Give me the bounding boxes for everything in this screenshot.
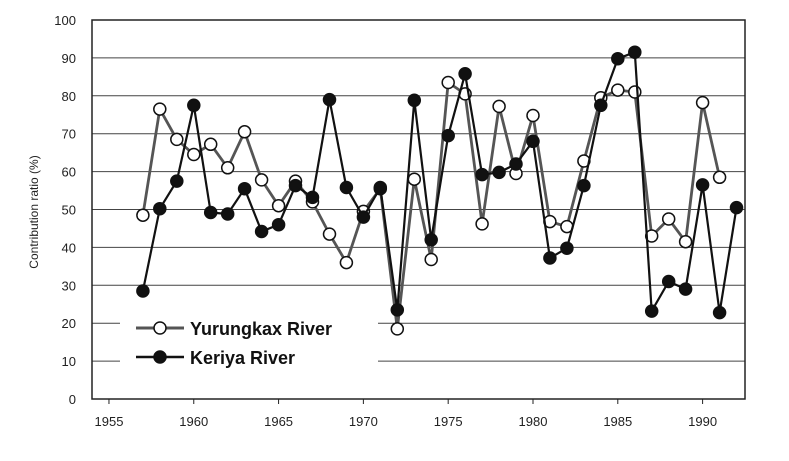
data-point-yurungkax-1974	[424, 252, 438, 267]
data-point-keriya-1965	[271, 217, 286, 232]
data-point-keriya-1968	[322, 92, 337, 107]
data-point-yurungkax-1985	[611, 83, 625, 97]
x-tick-label-1970: 1970	[349, 414, 378, 429]
y-tick-label-60: 60	[62, 165, 76, 180]
tick-labels: 0 10 20 30 40 50 60 70 80 90 100 1955 1960 1965 1970 19…	[54, 13, 717, 429]
data-point-keriya-1961	[203, 205, 218, 220]
data-point-yurungkax-1975	[441, 75, 455, 90]
data-point-keriya-1990	[695, 178, 710, 192]
x-tick-label-1990: 1990	[688, 414, 717, 429]
data-point-yurungkax-1958	[153, 102, 167, 116]
data-point-yurungkax-1978	[492, 99, 506, 114]
x-tick-label-1975: 1975	[434, 414, 463, 429]
y-tick-label-40: 40	[62, 240, 76, 255]
x-tick-label-1960: 1960	[179, 414, 208, 429]
data-point-keriya-1978	[492, 165, 506, 180]
data-point-yurungkax-1973	[407, 172, 422, 186]
data-point-keriya-1958	[153, 201, 167, 216]
data-point-yurungkax-1960	[187, 147, 201, 162]
plot-frame	[91, 19, 746, 400]
data-point-keriya-1992	[729, 200, 744, 215]
x-tick-label-1985: 1985	[603, 414, 632, 429]
data-point-keriya-1964	[254, 224, 269, 239]
series-layer	[136, 45, 744, 336]
legend-entry-keriya: Keriya River	[136, 348, 295, 368]
data-point-keriya-1986	[628, 45, 642, 59]
y-tick-label-100: 100	[54, 13, 76, 28]
x-tick-label-1980: 1980	[519, 414, 548, 429]
data-point-keriya-1976	[458, 67, 472, 81]
data-point-yurungkax-1969	[339, 255, 354, 270]
data-point-yurungkax-1990	[695, 95, 710, 110]
data-point-keriya-1972	[390, 303, 405, 317]
y-tick-label-30: 30	[62, 278, 76, 293]
data-point-yurungkax-1959	[170, 132, 184, 147]
data-point-keriya-1991	[712, 305, 727, 320]
data-point-keriya-1973	[407, 93, 422, 108]
legend-marker-yurungkax	[153, 321, 167, 335]
data-point-keriya-1985	[611, 51, 625, 66]
data-point-keriya-1982	[560, 241, 574, 255]
data-point-yurungkax-1963	[237, 125, 252, 139]
data-point-yurungkax-1977	[475, 217, 489, 231]
data-point-keriya-1971	[373, 180, 388, 195]
data-point-yurungkax-1965	[271, 198, 286, 213]
data-point-keriya-1975	[441, 128, 455, 143]
legend-label-yurungkax: Yurungkax River	[190, 319, 332, 339]
data-point-keriya-1974	[424, 233, 438, 247]
y-tick-label-50: 50	[62, 203, 76, 218]
series-keriya	[136, 45, 744, 320]
data-point-keriya-1966	[288, 178, 303, 193]
data-point-keriya-1989	[678, 282, 693, 296]
data-point-keriya-1969	[339, 180, 354, 195]
legend-label-keriya: Keriya River	[190, 348, 295, 368]
data-point-keriya-1987	[644, 304, 659, 318]
y-tick-label-70: 70	[62, 127, 76, 142]
data-point-keriya-1983	[577, 178, 591, 193]
data-point-keriya-1960	[187, 98, 201, 113]
data-point-yurungkax-1986	[628, 85, 642, 99]
data-point-keriya-1970	[356, 210, 371, 224]
data-point-yurungkax-1972	[390, 322, 405, 336]
data-point-keriya-1962	[220, 207, 235, 221]
data-point-keriya-1980	[526, 134, 540, 149]
data-point-keriya-1957	[136, 284, 150, 298]
data-point-keriya-1979	[509, 157, 523, 171]
y-tick-label-90: 90	[62, 51, 76, 66]
x-tick-label-1955: 1955	[95, 414, 124, 429]
y-tick-label-80: 80	[62, 89, 76, 104]
data-point-yurungkax-1968	[322, 227, 337, 241]
data-point-yurungkax-1980	[526, 108, 540, 123]
data-point-keriya-1963	[237, 181, 252, 196]
data-point-keriya-1977	[475, 167, 489, 182]
data-point-yurungkax-1964	[254, 173, 269, 187]
data-point-yurungkax-1961	[203, 137, 218, 152]
data-point-yurungkax-1988	[661, 212, 676, 226]
y-tick-label-0: 0	[69, 392, 76, 407]
legend: Yurungkax River Keriya River	[120, 312, 378, 374]
data-point-keriya-1959	[170, 174, 184, 188]
y-tick-label-10: 10	[62, 354, 76, 369]
data-point-yurungkax-1991	[712, 170, 727, 185]
legend-entry-yurungkax: Yurungkax River	[136, 319, 332, 339]
data-point-keriya-1967	[305, 190, 320, 205]
data-point-keriya-1981	[543, 251, 557, 265]
legend-marker-keriya	[153, 350, 167, 364]
data-point-yurungkax-1989	[678, 234, 693, 249]
x-tick-label-1965: 1965	[264, 414, 293, 429]
data-point-keriya-1984	[594, 98, 608, 113]
data-point-keriya-1988	[661, 274, 676, 289]
y-axis-label: Contribution ratio (%)	[27, 155, 41, 268]
axes	[91, 19, 746, 404]
y-tick-label-20: 20	[62, 316, 76, 331]
data-point-yurungkax-1962	[220, 161, 235, 175]
data-point-yurungkax-1957	[136, 208, 150, 222]
